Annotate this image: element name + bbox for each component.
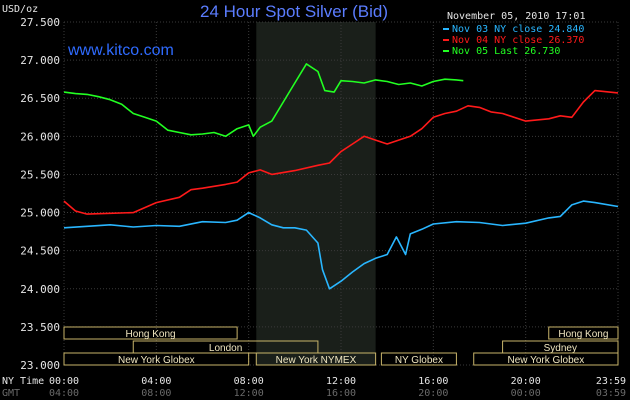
session-box: [380, 352, 457, 366]
x-axis-ticks: 00:0004:0004:0008:0008:0012:0012:0016:00…: [49, 376, 626, 399]
nymex-shaded-region: [256, 22, 376, 365]
x-tick-label-ny: 16:00: [418, 376, 448, 387]
y-tick-label: 25.000: [20, 207, 60, 220]
session-label: New York NYMEX: [276, 355, 357, 366]
series-line: [63, 63, 464, 138]
x-tick-label-ny: 20:00: [511, 376, 541, 387]
y-tick-label: 24.000: [20, 283, 60, 296]
session-box: [255, 352, 377, 366]
y-tick-label: 26.000: [20, 130, 60, 143]
session-label: New York Globex: [508, 355, 585, 366]
y-unit-label: USD/oz: [2, 4, 38, 15]
x-tick-label-gmt: 03:59: [596, 388, 626, 399]
series-line: [63, 89, 619, 215]
kitco-watermark: www.kitco.com: [67, 42, 174, 59]
y-tick-label: 27.500: [20, 16, 60, 29]
session-label: Hong Kong: [126, 329, 176, 340]
legend-entry: Nov 04 NY close 26.370: [452, 35, 584, 46]
chart-title: 24 Hour Spot Silver (Bid): [200, 2, 388, 21]
y-tick-label: 25.500: [20, 168, 60, 181]
price-series: [63, 63, 619, 290]
shaded-region-rect: [256, 22, 376, 365]
session-label: NY Globex: [395, 355, 443, 366]
legend-entry: Nov 05 Last 26.730: [452, 46, 560, 57]
legend-entry: Nov 03 NY close 24.840: [452, 24, 584, 35]
x-tick-label-gmt: 00:00: [511, 388, 541, 399]
session-box: [63, 326, 238, 340]
session-label: New York Globex: [118, 355, 195, 366]
session-label: Sydney: [544, 343, 577, 354]
series-line: [63, 200, 619, 290]
x-tick-label-ny: 04:00: [141, 376, 171, 387]
session-label: Hong Kong: [558, 329, 608, 340]
y-axis-ticks: 23.000 23.500 24.000 24.500 25.000 25.500 26.0…: [20, 16, 60, 372]
y-tick-label: 26.500: [20, 92, 60, 105]
session-box: [473, 352, 619, 366]
x-tick-label-ny: 12:00: [326, 376, 356, 387]
x-tick-label-gmt: 12:00: [234, 388, 264, 399]
session-label: London: [209, 343, 242, 354]
y-tick-label: 27.000: [20, 54, 60, 67]
session-box: [63, 352, 250, 366]
x-tick-label-ny: 08:00: [234, 376, 264, 387]
chart-date: November 05, 2010 17:01: [447, 11, 585, 22]
gmt-label: GMT: [2, 388, 20, 399]
ny-time-label: NY Time: [2, 376, 44, 387]
y-tick-label: 24.500: [20, 245, 60, 258]
x-tick-label-ny: 00:00: [49, 376, 79, 387]
x-tick-label-gmt: 16:00: [326, 388, 356, 399]
x-tick-label-gmt: 08:00: [141, 388, 171, 399]
x-tick-label-ny: 23:59: [596, 376, 626, 387]
session-box: [548, 326, 619, 340]
y-tick-label: 23.500: [20, 321, 60, 334]
y-tick-label: 23.000: [20, 359, 60, 372]
x-tick-label-gmt: 04:00: [49, 388, 79, 399]
x-tick-label-gmt: 20:00: [418, 388, 448, 399]
